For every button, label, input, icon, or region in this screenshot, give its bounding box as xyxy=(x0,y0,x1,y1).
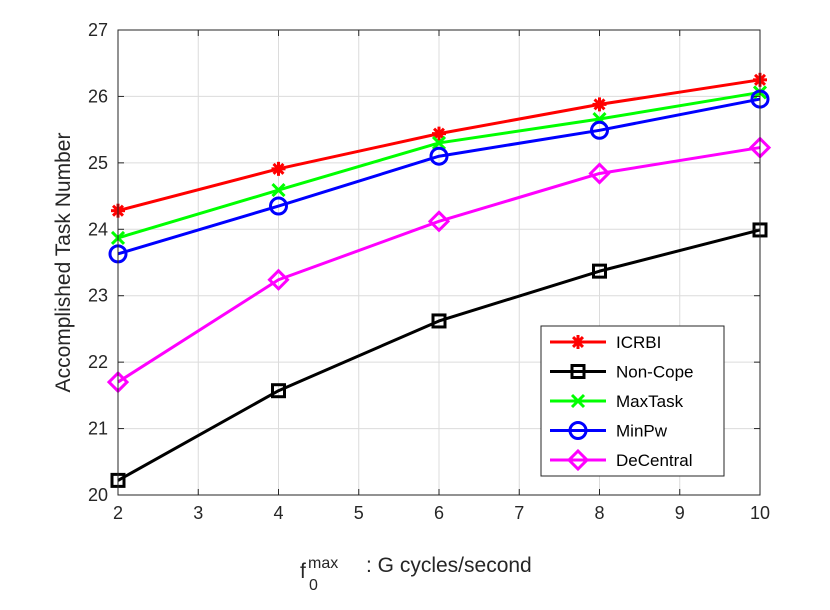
data-point xyxy=(271,183,286,198)
series-decentral xyxy=(106,136,772,394)
x-axis-label: f max 0 : G cycles/second xyxy=(300,554,532,594)
series-line xyxy=(117,228,761,482)
series-line xyxy=(117,146,761,384)
data-point xyxy=(271,383,286,399)
data-point-stroke xyxy=(271,183,286,198)
data-point xyxy=(429,146,449,166)
y-tick-label: 20 xyxy=(88,485,108,505)
legend-label: Non-Cope xyxy=(616,363,694,382)
data-point xyxy=(269,196,288,216)
y-tick-label: 23 xyxy=(88,286,108,306)
data-point xyxy=(592,263,607,279)
data-point xyxy=(271,161,286,176)
legend-item: Non-Cope xyxy=(550,363,694,382)
x-tick-label: 9 xyxy=(675,503,685,523)
x-tick-label: 3 xyxy=(193,503,203,523)
x-tick-label: 6 xyxy=(434,503,444,523)
legend-marker xyxy=(570,393,586,409)
x-axis-label-text: : G cycles/second xyxy=(366,554,532,577)
legend-marker xyxy=(566,448,590,472)
legend-marker-stroke xyxy=(571,335,585,349)
data-point xyxy=(590,120,609,140)
y-tick-label: 22 xyxy=(88,352,108,372)
legend-marker-stroke xyxy=(570,393,586,409)
x-axis-label-base: f xyxy=(300,560,306,583)
legend-item: ICRBI xyxy=(550,333,661,352)
data-point-stroke xyxy=(272,162,285,175)
series-line xyxy=(117,97,761,256)
data-point xyxy=(432,126,446,141)
legend-marker xyxy=(568,421,588,440)
data-point xyxy=(267,268,290,291)
x-tick-label: 10 xyxy=(750,503,770,523)
x-tick-label: 8 xyxy=(594,503,604,523)
legend: ICRBI Non-Cope MaxTask MinPw DeCentral xyxy=(540,325,725,477)
y-tick-label: 26 xyxy=(88,86,108,106)
y-tick-label: 27 xyxy=(88,20,108,40)
data-point-stroke xyxy=(593,98,606,111)
legend-item: DeCentral xyxy=(550,448,693,472)
legend-label: MinPw xyxy=(616,422,668,441)
x-axis-label-subscript: 0 xyxy=(309,577,318,594)
legend-label: MaxTask xyxy=(616,392,684,411)
data-point xyxy=(427,210,451,233)
data-point-stroke xyxy=(431,135,447,150)
legend-item: MinPw xyxy=(550,421,668,441)
y-axis-label: Accomplished Task Number xyxy=(52,133,75,393)
y-tick-label: 24 xyxy=(88,219,108,239)
x-tick-label: 5 xyxy=(354,503,364,523)
y-tick-label: 25 xyxy=(88,153,108,173)
legend-label: ICRBI xyxy=(616,333,661,352)
x-tick-label: 7 xyxy=(514,503,524,523)
x-tick-label: 4 xyxy=(273,503,283,523)
data-point xyxy=(588,162,611,185)
data-point xyxy=(592,97,607,112)
data-point xyxy=(431,135,447,150)
legend-marker xyxy=(571,335,585,349)
x-tick-label: 2 xyxy=(113,503,123,523)
x-axis-label-superscript: max xyxy=(308,555,338,572)
legend-label: DeCentral xyxy=(616,451,693,470)
data-point-stroke xyxy=(432,127,446,140)
data-point xyxy=(431,313,447,329)
y-tick-label: 21 xyxy=(88,419,108,439)
legend-item: MaxTask xyxy=(550,392,684,411)
series-layer xyxy=(106,72,772,488)
legend-marker xyxy=(570,364,586,379)
